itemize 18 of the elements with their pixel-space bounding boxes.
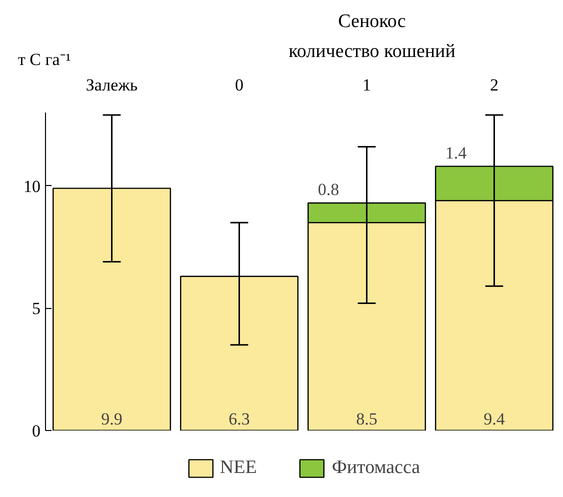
- data-label: 9.4: [484, 410, 506, 428]
- text: Сенокос: [337, 10, 407, 34]
- text: количество кошений: [288, 40, 456, 64]
- data-label: 1.4: [445, 143, 468, 162]
- y-axis-title: т C га⁻¹: [18, 49, 71, 71]
- legend-label: Фитомасса: [332, 457, 420, 479]
- data-label: 0.8: [318, 180, 340, 200]
- data-label: 9.9: [101, 410, 122, 428]
- y-tick-label: 10: [24, 176, 40, 196]
- y-tick-label: 0: [32, 422, 40, 440]
- x-tick-label: 2: [490, 76, 498, 94]
- y-tick-label: 5: [32, 299, 40, 318]
- data-label: 8.5: [356, 410, 378, 428]
- data-label: 6.3: [228, 410, 250, 428]
- x-tick-label: 1: [362, 76, 371, 94]
- x-tick-label: Залежь: [86, 76, 138, 94]
- x-tick-label: 0: [235, 76, 244, 94]
- legend-label: NEE: [220, 457, 257, 479]
